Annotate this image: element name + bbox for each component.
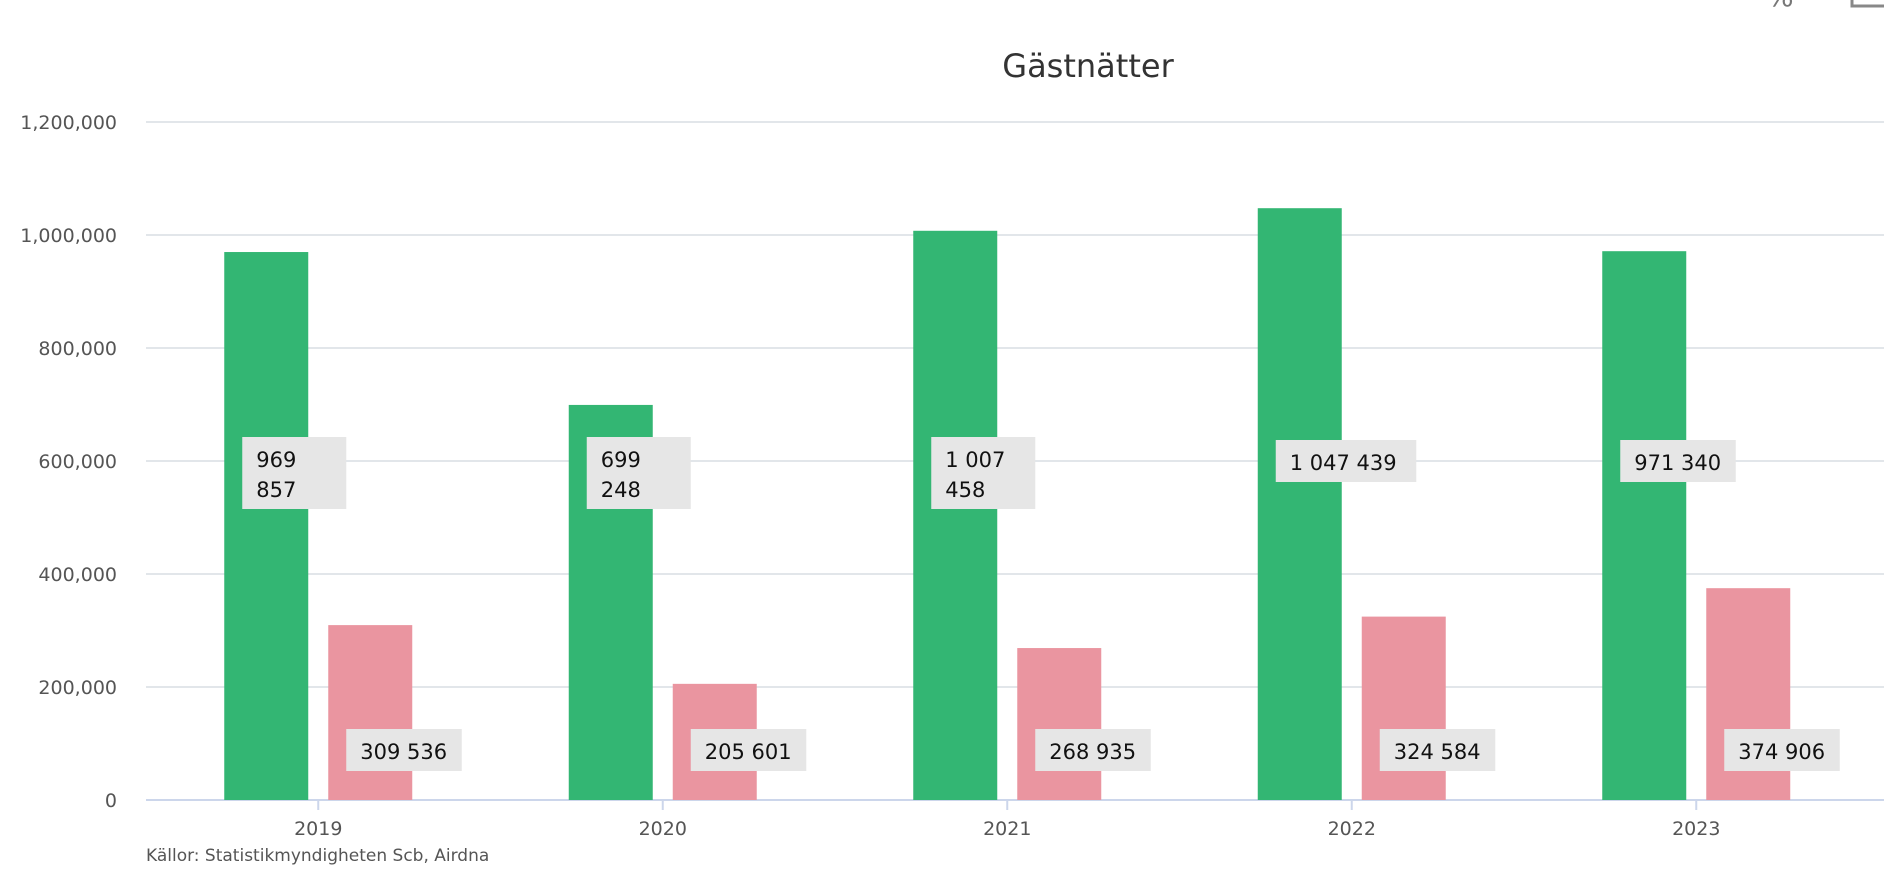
data-label-box (1379, 729, 1496, 771)
data-label: 374 906 (1724, 729, 1840, 771)
data-label-text: 248 (601, 478, 641, 502)
y-tick-label: 1,200,000 (20, 112, 117, 134)
x-category-label: 2020 (639, 818, 687, 840)
data-label-text: 458 (945, 478, 985, 502)
data-label-text: 309 536 (360, 740, 447, 764)
percent-icon[interactable]: % (1767, 0, 1794, 13)
bar-green[interactable] (913, 230, 998, 800)
data-label-box (1035, 729, 1151, 771)
data-label: 971 340 (1620, 440, 1736, 482)
export-icon[interactable] (1850, 0, 1884, 8)
data-label-text: 1 007 (945, 448, 1005, 472)
data-label-text: 971 340 (1634, 451, 1721, 475)
data-label-box (1275, 440, 1417, 482)
data-label-text: 699 (601, 448, 641, 472)
bar-green[interactable] (1257, 208, 1342, 800)
x-axis-categories: 2019 2020 2021 2022 2023 (294, 800, 1720, 840)
data-label-box (242, 437, 347, 509)
data-label: 205 601 (690, 729, 807, 771)
data-label-text: 268 935 (1049, 740, 1136, 764)
x-category-label: 2022 (1328, 818, 1376, 840)
data-label-box (690, 729, 807, 771)
bar-pink[interactable] (1361, 616, 1446, 800)
bar-green[interactable] (1602, 251, 1687, 801)
chart-title: Gästnätter (1002, 47, 1174, 85)
data-label-box (1620, 440, 1736, 482)
data-label-box (931, 437, 1036, 509)
y-tick-label: 600,000 (38, 451, 117, 473)
svg-text:%: % (1767, 0, 1794, 13)
data-label-box (1724, 729, 1840, 771)
data-label-box (346, 729, 462, 771)
data-label: 309 536 (346, 729, 462, 771)
data-label-text: 205 601 (705, 740, 792, 764)
data-label: 268 935 (1035, 729, 1151, 771)
x-category-label: 2019 (294, 818, 342, 840)
data-label-text: 324 584 (1394, 740, 1481, 764)
y-axis-ticks: 0 200,000 400,000 600,000 800,000 1,000,000 1,… (20, 112, 117, 812)
x-category-label: 2023 (1672, 818, 1720, 840)
bar-pink[interactable] (1017, 648, 1102, 800)
data-label: 1 047 439 (1275, 440, 1417, 482)
bar-green[interactable] (224, 252, 309, 801)
data-label-box (586, 437, 691, 509)
y-tick-label: 400,000 (38, 564, 117, 586)
bars (224, 208, 1791, 801)
source-note: Källor: Statistikmyndigheten Scb, Airdna (146, 846, 489, 866)
data-label-text: 857 (256, 478, 296, 502)
data-label: 324 584 (1379, 729, 1496, 771)
data-label-text: 969 (256, 448, 296, 472)
y-tick-label: 800,000 (38, 338, 117, 360)
data-label-text: 374 906 (1738, 740, 1825, 764)
bar-pink[interactable] (328, 625, 413, 800)
data-label-text: 1 047 439 (1290, 451, 1397, 475)
y-tick-label: 1,000,000 (20, 225, 117, 247)
y-tick-label: 200,000 (38, 677, 117, 699)
data-label: 1 007 458 (931, 437, 1036, 509)
y-tick-label: 0 (105, 790, 117, 812)
x-category-label: 2021 (983, 818, 1031, 840)
